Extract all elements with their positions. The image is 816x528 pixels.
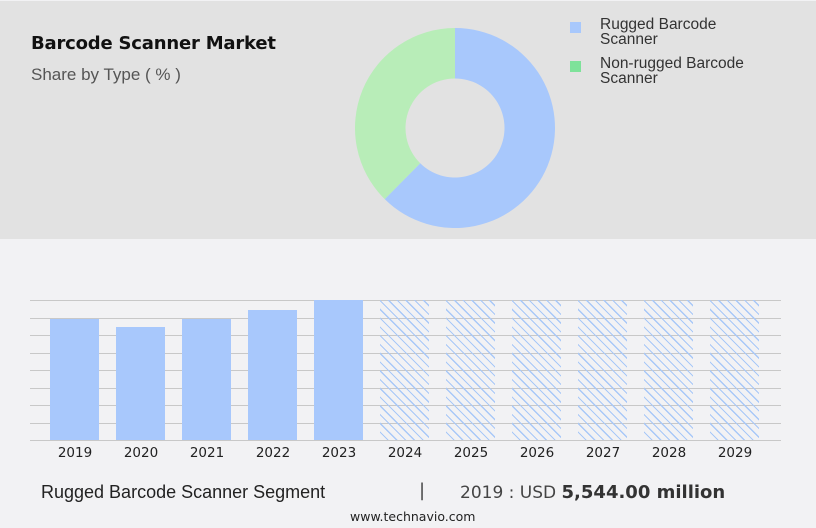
x-axis-label: 2019 [57, 445, 93, 461]
donut-svg [355, 28, 555, 228]
bar-2024 [380, 300, 429, 440]
bar-2029 [710, 300, 759, 440]
legend-swatch-non-rugged [570, 61, 581, 72]
x-axis-label: 2023 [321, 445, 357, 461]
legend-item-rugged: Rugged Barcode Scanner [570, 17, 800, 47]
bar-2028 [644, 300, 693, 440]
segment-value: 2019 : USD 5,544.00 million [460, 482, 725, 503]
chart-subtitle: Share by Type ( % ) [31, 65, 181, 84]
x-axis-label: 2028 [651, 445, 687, 461]
legend-label: Scanner [600, 31, 658, 48]
bar-2026 [512, 300, 561, 440]
source-link[interactable]: www.technavio.com [350, 509, 476, 524]
footer-divider: | [419, 480, 426, 501]
segment-bar-chart: 2019 2020 2021 2022 2023 2024 2025 2026 2027 2028… [0, 239, 816, 469]
bar-2021 [182, 319, 231, 440]
segment-label: Rugged Barcode Scanner Segment [41, 482, 326, 502]
x-axis-label: 2024 [387, 445, 423, 461]
share-by-type-panel: Barcode Scanner Market Share by Type ( %… [0, 1, 816, 239]
value-prefix: 2019 : USD [460, 483, 557, 503]
x-axis-label: 2027 [585, 445, 621, 461]
donut-slice-rugged [384, 28, 555, 228]
legend-swatch-rugged [570, 22, 581, 33]
bar-2020 [116, 327, 165, 440]
bar-2025 [446, 300, 495, 440]
x-axis-label: 2021 [189, 445, 225, 461]
x-axis-label: 2020 [123, 445, 159, 461]
bar-2019 [50, 319, 99, 440]
donut-slice-non-rugged [355, 28, 455, 200]
legend-label: Rugged Barcode [600, 16, 717, 33]
x-axis-label: 2029 [717, 445, 753, 461]
bar-2023 [314, 300, 363, 440]
legend: Rugged Barcode Scanner Non-rugged Barcod… [570, 17, 800, 95]
chart-title: Barcode Scanner Market [31, 33, 276, 54]
x-axis-label: 2022 [255, 445, 291, 461]
donut-chart [355, 28, 555, 228]
value-amount: 5,544.00 million [561, 482, 726, 503]
legend-label: Non-rugged Barcode [600, 55, 744, 72]
legend-item-non-rugged: Non-rugged Barcode Scanner [570, 56, 800, 86]
bar-2022 [248, 310, 297, 440]
x-axis-label: 2026 [519, 445, 555, 461]
bar-2027 [578, 300, 627, 440]
x-axis-label: 2025 [453, 445, 489, 461]
gridline [30, 440, 781, 441]
legend-label: Scanner [600, 70, 658, 87]
